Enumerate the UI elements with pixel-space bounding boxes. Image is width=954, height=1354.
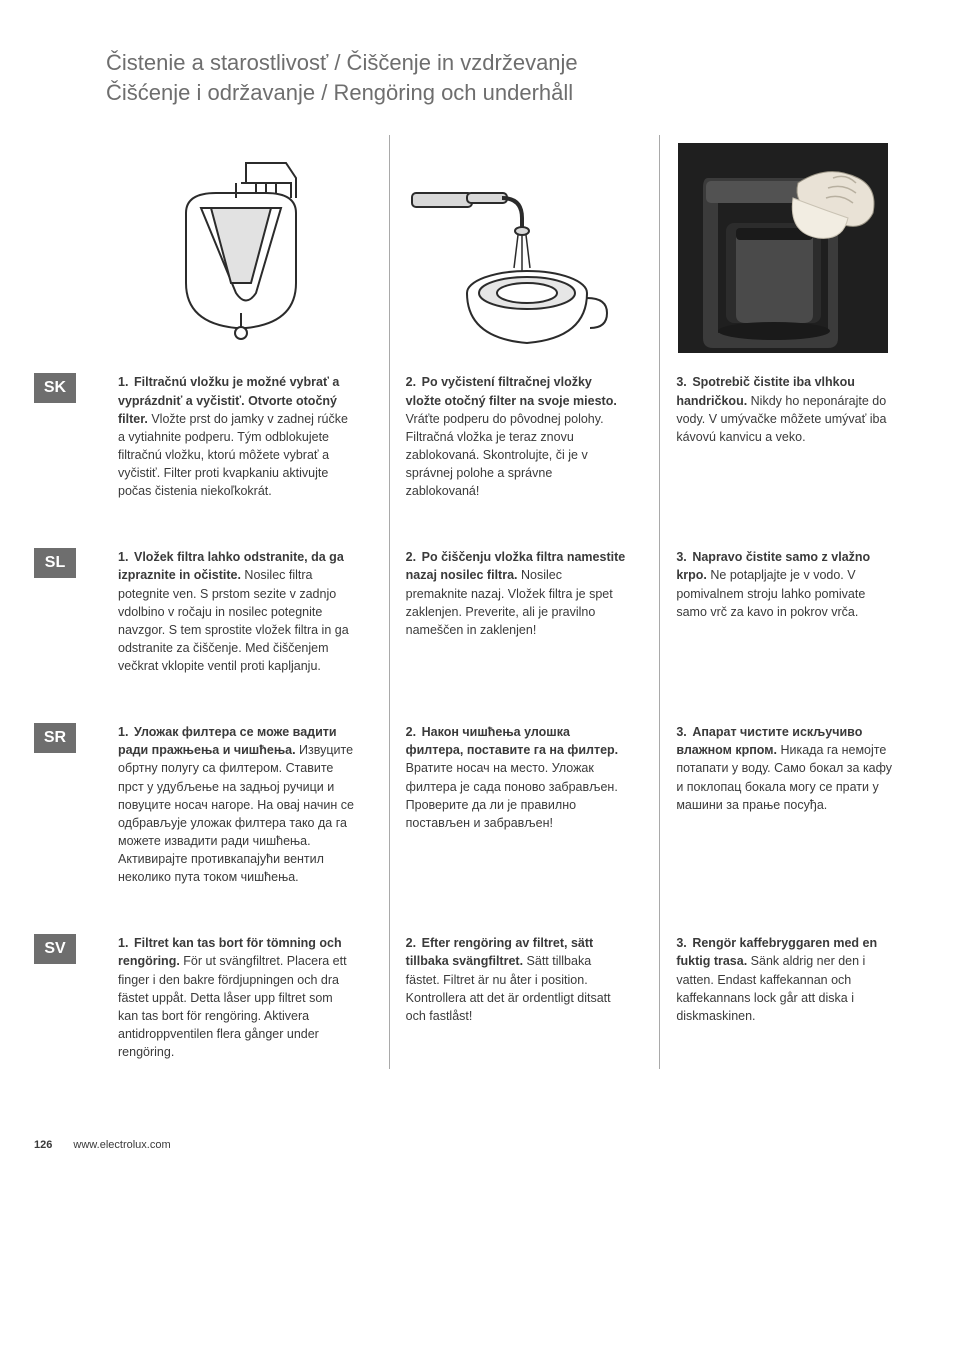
title-line-2: Čišćenje i održavanje / Rengöring och un…	[106, 80, 573, 105]
figure-filter-under-tap	[389, 135, 636, 365]
cell-sl-2: 2.Po čiščenju vložka filtra namestite na…	[389, 540, 636, 683]
page-footer: 126 www.electrolux.com	[34, 1139, 906, 1151]
lang-tag-sv: SV	[34, 926, 94, 1069]
figure-wipe-machine	[659, 135, 906, 365]
content-grid: SK 1.Filtračnú vložku je možné vybrať a …	[34, 135, 906, 1069]
cell-sv-3: 3.Rengör kaffebryggaren med en fuktig tr…	[659, 926, 906, 1069]
cell-sr-3: 3.Апарат чистите искључиво влажном крпом…	[659, 715, 906, 894]
figure-filter-insert	[118, 135, 365, 365]
title-line-1: Čistenie a starostlivosť / Čiščenje in v…	[106, 50, 578, 75]
cell-sk-2: 2.Po vyčistení filtračnej vložky vložte …	[389, 365, 636, 508]
cell-sl-3: 3.Napravo čistite samo z vlažno krpo. Ne…	[659, 540, 906, 683]
cell-sl-1: 1.Vložek filtra lahko odstranite, da ga …	[118, 540, 365, 683]
cell-sv-1: 1.Filtret kan tas bort för tömning och r…	[118, 926, 365, 1069]
footer-url: www.electrolux.com	[73, 1139, 170, 1151]
lang-tag-sr: SR	[34, 715, 94, 894]
lang-tag-sl: SL	[34, 540, 94, 683]
lang-tag-sk: SK	[34, 365, 94, 508]
page-number: 126	[34, 1139, 52, 1151]
cell-sr-1: 1.Уложак филтера се може вадити ради пра…	[118, 715, 365, 894]
cell-sr-2: 2.Након чишћења улошка филтера, поставит…	[389, 715, 636, 894]
page-title: Čistenie a starostlivosť / Čiščenje in v…	[106, 48, 906, 107]
cell-sk-1: 1.Filtračnú vložku je možné vybrať a vyp…	[118, 365, 365, 508]
cell-sk-3: 3.Spotrebič čistite iba vlhkou handričko…	[659, 365, 906, 508]
cell-sv-2: 2.Efter rengöring av filtret, sätt tillb…	[389, 926, 636, 1069]
